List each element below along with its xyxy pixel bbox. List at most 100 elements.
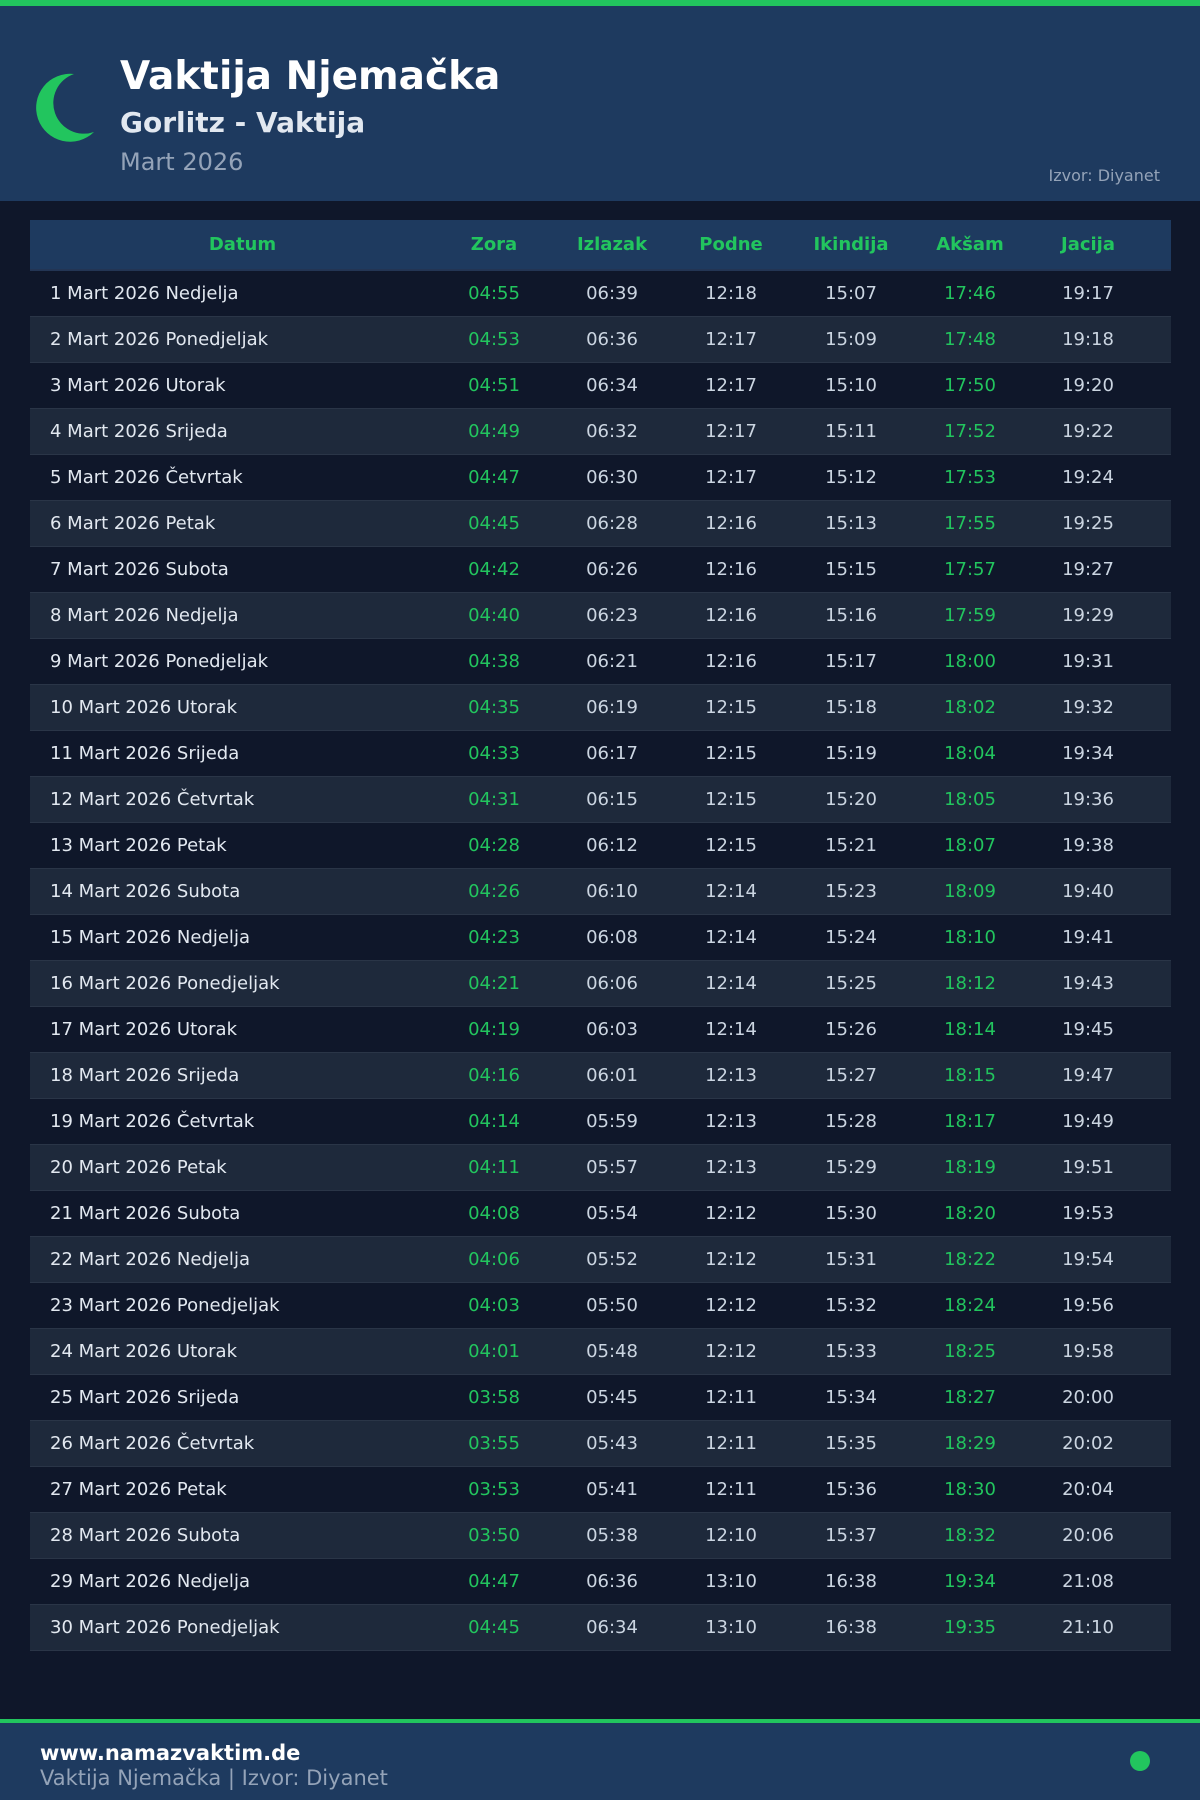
cell-time: 06:34 xyxy=(586,1617,638,1638)
table-body: 1 Mart 2026 Nedjelja 04:55 06:39 12:18 15:07… xyxy=(30,271,1171,1651)
cell-time: 18:20 xyxy=(944,1203,996,1224)
cell-date: 6 Mart 2026 Petak xyxy=(50,513,216,534)
table-row: 4 Mart 2026 Srijeda 04:49 06:32 12:17 15:11 1… xyxy=(30,409,1171,455)
cell-date: 30 Mart 2026 Ponedjeljak xyxy=(50,1617,280,1638)
cell-time: 06:01 xyxy=(586,1065,638,1086)
table-row: 24 Mart 2026 Utorak 04:01 05:48 12:12 15:33 1… xyxy=(30,1329,1171,1375)
page-title: Vaktija Njemačka xyxy=(120,54,501,99)
cell-time: 15:15 xyxy=(825,559,877,580)
cell-time: 04:35 xyxy=(468,697,520,718)
table-row: 2 Mart 2026 Ponedjeljak 04:53 06:36 12:17 15… xyxy=(30,317,1171,363)
table-row: 13 Mart 2026 Petak 04:28 06:12 12:15 15:21 18… xyxy=(30,823,1171,869)
cell-time: 12:15 xyxy=(705,789,757,810)
cell-time: 18:25 xyxy=(944,1341,996,1362)
page-header: Vaktija Njemačka Gorlitz - Vaktija Mart … xyxy=(0,6,1200,201)
cell-date: 15 Mart 2026 Nedjelja xyxy=(50,927,250,948)
cell-time: 15:13 xyxy=(825,513,877,534)
cell-time: 05:52 xyxy=(586,1249,638,1270)
cell-time: 19:34 xyxy=(1062,743,1114,764)
cell-time: 19:29 xyxy=(1062,605,1114,626)
table-row: 20 Mart 2026 Petak 04:11 05:57 12:13 15:29 18… xyxy=(30,1145,1171,1191)
column-header-podne: Podne xyxy=(699,234,763,255)
cell-time: 04:08 xyxy=(468,1203,520,1224)
cell-time: 05:50 xyxy=(586,1295,638,1316)
cell-time: 06:34 xyxy=(586,375,638,396)
cell-time: 06:28 xyxy=(586,513,638,534)
cell-time: 15:11 xyxy=(825,421,877,442)
table-row: 15 Mart 2026 Nedjelja 04:23 06:08 12:14 15:2… xyxy=(30,915,1171,961)
cell-time: 04:26 xyxy=(468,881,520,902)
cell-time: 17:48 xyxy=(944,329,996,350)
cell-time: 15:07 xyxy=(825,283,877,304)
cell-time: 06:10 xyxy=(586,881,638,902)
cell-time: 12:13 xyxy=(705,1065,757,1086)
cell-time: 20:02 xyxy=(1062,1433,1114,1454)
table-row: 19 Mart 2026 Četvrtak 04:14 05:59 12:13 15:2… xyxy=(30,1099,1171,1145)
cell-time: 15:32 xyxy=(825,1295,877,1316)
table-row: 25 Mart 2026 Srijeda 03:58 05:45 12:11 15:34… xyxy=(30,1375,1171,1421)
cell-time: 15:34 xyxy=(825,1387,877,1408)
cell-time: 04:45 xyxy=(468,513,520,534)
cell-time: 15:37 xyxy=(825,1525,877,1546)
cell-time: 19:54 xyxy=(1062,1249,1114,1270)
cell-time: 18:29 xyxy=(944,1433,996,1454)
cell-time: 19:31 xyxy=(1062,651,1114,672)
cell-time: 04:01 xyxy=(468,1341,520,1362)
cell-time: 04:28 xyxy=(468,835,520,856)
cell-time: 19:36 xyxy=(1062,789,1114,810)
cell-time: 12:14 xyxy=(705,1019,757,1040)
table-row: 8 Mart 2026 Nedjelja 04:40 06:23 12:16 15:16… xyxy=(30,593,1171,639)
cell-time: 12:16 xyxy=(705,651,757,672)
cell-time: 13:10 xyxy=(705,1617,757,1638)
cell-time: 05:54 xyxy=(586,1203,638,1224)
cell-time: 19:49 xyxy=(1062,1111,1114,1132)
cell-time: 04:49 xyxy=(468,421,520,442)
cell-date: 9 Mart 2026 Ponedjeljak xyxy=(50,651,269,672)
cell-time: 05:57 xyxy=(586,1157,638,1178)
cell-time: 12:18 xyxy=(705,283,757,304)
cell-time: 18:22 xyxy=(944,1249,996,1270)
cell-time: 04:51 xyxy=(468,375,520,396)
cell-time: 15:31 xyxy=(825,1249,877,1270)
table-row: 1 Mart 2026 Nedjelja 04:55 06:39 12:18 15:07… xyxy=(30,271,1171,317)
cell-time: 12:12 xyxy=(705,1249,757,1270)
table-row: 5 Mart 2026 Četvrtak 04:47 06:30 12:17 15:12… xyxy=(30,455,1171,501)
cell-time: 19:38 xyxy=(1062,835,1114,856)
cell-time: 15:10 xyxy=(825,375,877,396)
cell-time: 06:19 xyxy=(586,697,638,718)
cell-date: 8 Mart 2026 Nedjelja xyxy=(50,605,239,626)
cell-time: 19:27 xyxy=(1062,559,1114,580)
cell-time: 19:24 xyxy=(1062,467,1114,488)
cell-time: 18:07 xyxy=(944,835,996,856)
cell-time: 12:16 xyxy=(705,605,757,626)
column-header-jacija: Jacija xyxy=(1061,234,1115,255)
cell-time: 12:12 xyxy=(705,1341,757,1362)
cell-time: 05:41 xyxy=(586,1479,638,1500)
cell-time: 15:33 xyxy=(825,1341,877,1362)
cell-time: 19:56 xyxy=(1062,1295,1114,1316)
cell-time: 17:52 xyxy=(944,421,996,442)
cell-time: 19:25 xyxy=(1062,513,1114,534)
cell-time: 12:11 xyxy=(705,1387,757,1408)
cell-time: 15:21 xyxy=(825,835,877,856)
cell-time: 06:15 xyxy=(586,789,638,810)
cell-time: 15:16 xyxy=(825,605,877,626)
cell-time: 15:24 xyxy=(825,927,877,948)
cell-time: 06:21 xyxy=(586,651,638,672)
cell-time: 17:55 xyxy=(944,513,996,534)
cell-time: 20:04 xyxy=(1062,1479,1114,1500)
column-header-zora: Zora xyxy=(470,234,518,255)
cell-time: 04:19 xyxy=(468,1019,520,1040)
cell-time: 19:17 xyxy=(1062,283,1114,304)
cell-time: 15:20 xyxy=(825,789,877,810)
cell-time: 06:06 xyxy=(586,973,638,994)
cell-time: 04:55 xyxy=(468,283,520,304)
cell-time: 18:32 xyxy=(944,1525,996,1546)
cell-time: 18:19 xyxy=(944,1157,996,1178)
cell-time: 19:22 xyxy=(1062,421,1114,442)
cell-date: 23 Mart 2026 Ponedjeljak xyxy=(50,1295,280,1316)
footer-site-link[interactable]: www.namazvaktim.de xyxy=(40,1741,301,1765)
cell-time: 12:17 xyxy=(705,421,757,442)
cell-time: 05:38 xyxy=(586,1525,638,1546)
cell-time: 19:40 xyxy=(1062,881,1114,902)
